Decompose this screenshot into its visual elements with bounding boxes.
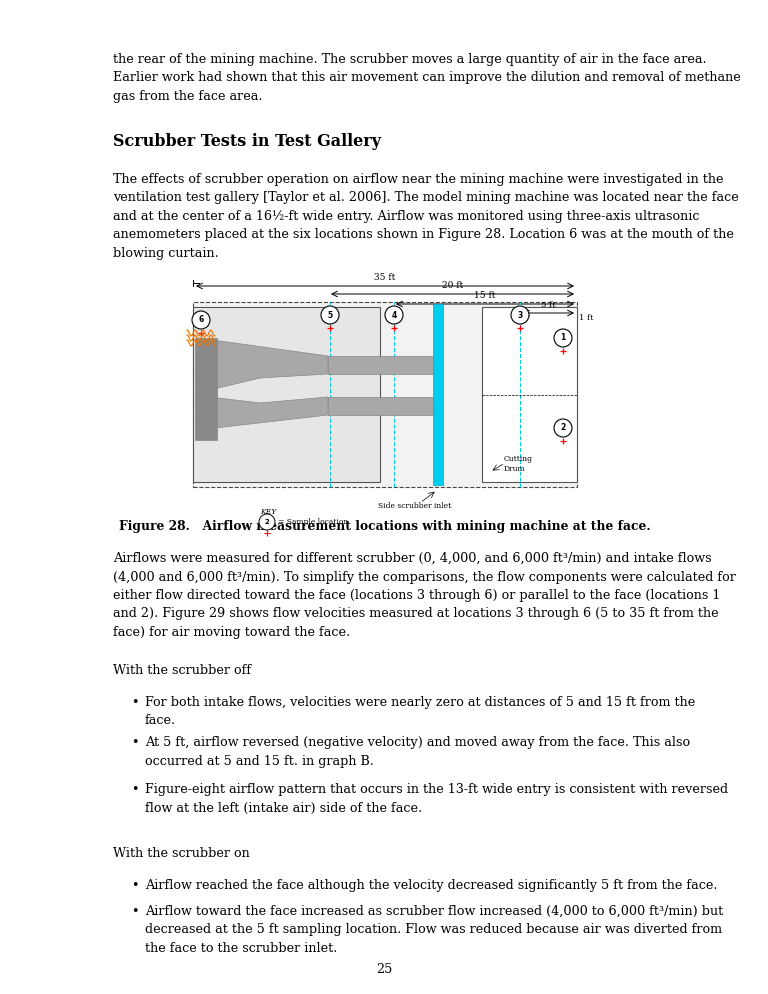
Text: •: •	[131, 783, 138, 796]
Text: Airflow reached the face although the velocity decreased significantly 5 ft from: Airflow reached the face although the ve…	[145, 879, 717, 892]
Text: = Sample location: = Sample location	[278, 518, 348, 526]
Text: KEY: KEY	[260, 508, 276, 516]
Text: •: •	[131, 696, 138, 709]
Bar	[328, 356, 435, 374]
Text: •: •	[131, 736, 138, 749]
Circle shape	[511, 306, 529, 324]
Circle shape	[554, 419, 572, 437]
Text: Scrubber Tests in Test Gallery: Scrubber Tests in Test Gallery	[113, 133, 381, 150]
Text: 1: 1	[561, 334, 565, 343]
Text: 4: 4	[392, 310, 396, 319]
Text: For both intake flows, velocities were nearly zero at distances of 5 and 15 ft f: For both intake flows, velocities were n…	[145, 696, 695, 728]
Text: 25: 25	[376, 963, 392, 976]
Text: At 5 ft, airflow reversed (negative velocity) and moved away from the face. This: At 5 ft, airflow reversed (negative velo…	[145, 736, 690, 767]
Text: Figure-eight airflow pattern that occurs in the 13-ft wide entry is consistent w: Figure-eight airflow pattern that occurs…	[145, 783, 728, 814]
Bar	[328, 397, 435, 415]
Circle shape	[192, 311, 210, 329]
Text: •: •	[131, 905, 138, 918]
Polygon shape	[198, 397, 328, 430]
Circle shape	[554, 329, 572, 347]
Text: Scrubber exhaust: Scrubber exhaust	[200, 356, 268, 364]
Text: Side scrubber inlet: Side scrubber inlet	[378, 502, 452, 510]
Text: 35 ft: 35 ft	[374, 273, 396, 282]
Text: •: •	[131, 879, 138, 892]
Circle shape	[259, 514, 275, 530]
Text: 5 ft: 5 ft	[541, 301, 556, 309]
Polygon shape	[198, 338, 328, 390]
Text: 5: 5	[327, 310, 333, 319]
Text: With the scrubber on: With the scrubber on	[113, 847, 250, 860]
Text: 3: 3	[518, 310, 523, 319]
Bar	[433, 304, 443, 485]
Text: Airflow toward the face increased as scrubber flow increased (4,000 to 6,000 ft³: Airflow toward the face increased as scr…	[145, 905, 723, 955]
Text: With the scrubber off: With the scrubber off	[113, 664, 251, 677]
Bar	[195, 338, 217, 440]
Text: the rear of the mining machine. The scrubber moves a large quantity of air in th: the rear of the mining machine. The scru…	[113, 53, 741, 103]
Bar	[193, 302, 577, 487]
Text: 1 ft: 1 ft	[579, 314, 594, 322]
Text: 6: 6	[198, 315, 204, 324]
Text: Airflows were measured for different scrubber (0, 4,000, and 6,000 ft³/min) and : Airflows were measured for different scr…	[113, 552, 736, 639]
Circle shape	[385, 306, 403, 324]
Text: Scrubber fan: Scrubber fan	[355, 404, 406, 412]
Text: 2: 2	[561, 423, 565, 432]
Text: 2: 2	[265, 519, 270, 525]
Text: Cutting
Drum: Cutting Drum	[504, 455, 533, 473]
Text: 15 ft: 15 ft	[475, 291, 496, 300]
Text: The effects of scrubber operation on airflow near the mining machine were invest: The effects of scrubber operation on air…	[113, 173, 739, 260]
Circle shape	[321, 306, 339, 324]
Text: 20 ft: 20 ft	[442, 281, 463, 290]
Text: Figure 28.   Airflow measurement locations with mining machine at the face.: Figure 28. Airflow measurement locations…	[119, 520, 650, 533]
Bar	[193, 307, 380, 482]
Bar	[482, 307, 577, 482]
